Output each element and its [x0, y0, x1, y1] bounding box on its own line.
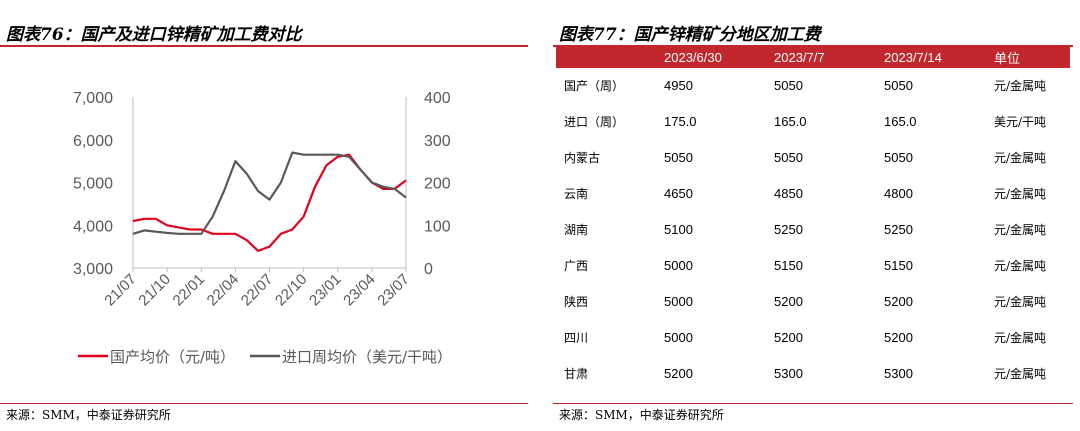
- value-cell: 165.0: [774, 114, 807, 130]
- value-cell: 5150: [884, 257, 913, 273]
- right-axis-tick-label: 200: [424, 176, 451, 193]
- x-axis-tick-label: 21/10: [135, 271, 174, 310]
- left-axis-tick-label: 6,000: [73, 133, 113, 150]
- x-axis-tick-label: 22/07: [238, 271, 277, 310]
- region-cell: 国产（周）: [564, 79, 625, 94]
- table-header-cell: 2023/7/7: [766, 46, 876, 68]
- table-row: 云南 4650 4850 4800 元/金属吨: [556, 176, 1070, 212]
- right-axis-tick-label: 0: [424, 261, 433, 278]
- table-row: 进口（周） 175.0 165.0 165.0 美元/干吨: [556, 104, 1070, 140]
- value-cell: 5250: [774, 222, 803, 237]
- region-cell: 甘肃: [564, 366, 589, 381]
- value-cell: 4950: [664, 78, 693, 94]
- value-cell: 5300: [884, 365, 913, 381]
- source-rule: [0, 403, 528, 404]
- value-cell: 5000: [664, 257, 693, 273]
- right-axis-tick-label: 100: [424, 218, 451, 235]
- table-header-cell: 2023/6/30: [656, 46, 766, 68]
- table-row: 陕西 5000 5200 5200 元/金属吨: [556, 283, 1070, 319]
- value-cell: 5050: [774, 150, 803, 166]
- left-axis-tick-label: 7,000: [73, 90, 113, 107]
- value-cell: 5200: [774, 329, 803, 345]
- value-cell: 5200: [884, 329, 913, 345]
- left-axis-tick-label: 3,000: [73, 261, 113, 278]
- unit-cell: 元/金属吨: [994, 294, 1047, 309]
- table-source: 来源：SMM，中泰证券研究所: [559, 408, 724, 422]
- x-axis-tick-label: 23/07: [374, 271, 413, 310]
- table-header-cell: 单位: [986, 46, 1070, 68]
- line-chart: 7,000 6,000 5,000 4,000 3,000 400 300 200 100 0 21…: [73, 90, 452, 366]
- left-axis-tick-label: 4,000: [73, 218, 113, 235]
- region-cell: 四川: [564, 330, 589, 345]
- unit-cell: 元/金属吨: [994, 187, 1047, 202]
- legend-label-domestic: 国产均价（元/吨）: [110, 348, 235, 366]
- value-cell: 5150: [774, 257, 803, 273]
- table-row: 国产（周） 4950 5050 5050 元/金属吨: [556, 68, 1070, 104]
- value-cell: 5000: [664, 293, 693, 309]
- value-cell: 4800: [884, 186, 913, 202]
- value-cell: 5050: [664, 150, 693, 166]
- table-row: 广西 5000 5150 5150 元/金属吨: [556, 247, 1070, 283]
- region-cell: 湖南: [564, 223, 589, 237]
- value-cell: 5050: [884, 78, 913, 94]
- right-axis-tick-label: 400: [424, 90, 451, 107]
- region-cell: 广西: [564, 258, 589, 273]
- processing-fee-table: 2023/6/30 2023/7/7 2023/7/14 单位 国产（周） 495…: [556, 46, 1070, 391]
- region-cell: 进口（周）: [564, 115, 625, 130]
- right-axis-tick-label: 300: [424, 133, 451, 150]
- unit-cell: 元/金属吨: [994, 330, 1047, 345]
- value-cell: 5200: [774, 293, 803, 309]
- region-cell: 陕西: [564, 294, 589, 309]
- legend-label-import: 进口周均价（美元/干吨）: [282, 348, 452, 366]
- value-cell: 5200: [664, 365, 693, 381]
- title-rule: [0, 45, 528, 47]
- value-cell: 5200: [884, 293, 913, 309]
- unit-cell: 元/金属吨: [994, 223, 1047, 237]
- region-cell: 云南: [564, 187, 589, 202]
- chart-title: 图表76：国产及进口锌精矿加工费对比: [6, 25, 302, 45]
- import-price-series-line: [132, 151, 407, 235]
- unit-cell: 元/金属吨: [994, 79, 1047, 94]
- table-title: 图表77：国产锌精矿分地区加工费: [559, 25, 821, 45]
- x-axis-tick-label: 23/01: [306, 271, 345, 310]
- value-cell: 5250: [884, 222, 913, 237]
- table-row: 四川 5000 5200 5200 元/金属吨: [556, 319, 1070, 355]
- source-rule: [553, 403, 1073, 404]
- left-axis-tick-label: 5,000: [73, 176, 113, 193]
- region-cell: 内蒙古: [564, 151, 601, 166]
- x-axis-tick-label: 23/04: [340, 271, 379, 310]
- x-axis-tick-label: 22/04: [204, 271, 243, 310]
- table-header-cell: [556, 46, 656, 68]
- table-panel: 图表77：国产锌精矿分地区加工费 2023/6/30 2023/7/7 2023…: [553, 0, 1073, 431]
- value-cell: 5050: [884, 150, 913, 166]
- unit-cell: 元/金属吨: [994, 366, 1047, 381]
- chart-source: 来源：SMM，中泰证券研究所: [6, 408, 171, 422]
- table-header-cell: 2023/7/14: [876, 46, 986, 68]
- chart-panel: 图表76：国产及进口锌精矿加工费对比 7,000 6,000 5,000 4,000 3…: [0, 0, 528, 431]
- value-cell: 5050: [774, 78, 803, 94]
- table-row: 甘肃 5200 5300 5300 元/金属吨: [556, 355, 1070, 391]
- unit-cell: 元/金属吨: [994, 151, 1047, 166]
- table-row: 湖南 5100 5250 5250 元/金属吨: [556, 212, 1070, 248]
- value-cell: 5100: [664, 222, 693, 237]
- table-header-row: 2023/6/30 2023/7/7 2023/7/14 单位: [556, 46, 1070, 68]
- table-row: 内蒙古 5050 5050 5050 元/金属吨: [556, 140, 1070, 176]
- value-cell: 165.0: [884, 114, 917, 130]
- domestic-price-series-line: [132, 153, 407, 252]
- value-cell: 5300: [774, 365, 803, 381]
- unit-cell: 元/金属吨: [994, 258, 1047, 273]
- x-axis-tick-label: 22/10: [272, 271, 311, 310]
- value-cell: 4650: [664, 186, 693, 202]
- unit-cell: 美元/干吨: [994, 115, 1047, 130]
- value-cell: 4850: [774, 186, 803, 202]
- x-axis-tick-label: 22/01: [170, 271, 209, 310]
- value-cell: 175.0: [664, 114, 697, 130]
- value-cell: 5000: [664, 329, 693, 345]
